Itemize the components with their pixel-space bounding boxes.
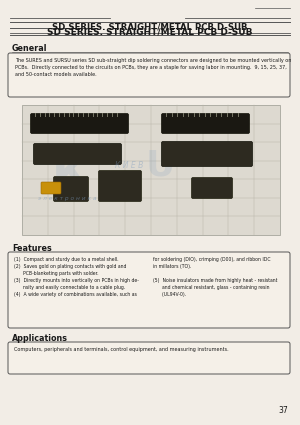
- Text: 37: 37: [278, 406, 288, 415]
- FancyBboxPatch shape: [191, 178, 232, 198]
- Text: (5)  Noise insulators made from highly heat - resistant
      and chemical resis: (5) Noise insulators made from highly he…: [153, 278, 278, 297]
- Text: э л е к т р о н и к а: э л е к т р о н и к а: [38, 196, 97, 201]
- Text: for soldering (DIO), crimping (D00), and ribbon IDC
in millators (TO).: for soldering (DIO), crimping (D00), and…: [153, 257, 271, 269]
- Text: General: General: [12, 44, 47, 53]
- Text: Applications: Applications: [12, 334, 68, 343]
- FancyBboxPatch shape: [34, 144, 122, 164]
- FancyBboxPatch shape: [8, 53, 290, 97]
- Text: SD SERIES. STRAIGHT/METAL PCB D-SUB: SD SERIES. STRAIGHT/METAL PCB D-SUB: [52, 23, 248, 31]
- Text: (1)  Compact and sturdy due to a metal shell.
(2)  Saves gold on plating contact: (1) Compact and sturdy due to a metal sh…: [14, 257, 139, 297]
- Text: Features: Features: [12, 244, 52, 253]
- FancyBboxPatch shape: [53, 176, 88, 201]
- FancyBboxPatch shape: [8, 252, 290, 328]
- Text: The SURES and SURSU series SD sub-straight dip soldering connectors are designed: The SURES and SURSU series SD sub-straig…: [15, 58, 291, 76]
- Text: SD SERIES. STRAIGHT/METAL PCB D-SUB: SD SERIES. STRAIGHT/METAL PCB D-SUB: [47, 28, 253, 37]
- FancyBboxPatch shape: [161, 142, 253, 167]
- FancyBboxPatch shape: [161, 113, 250, 133]
- FancyBboxPatch shape: [98, 170, 142, 201]
- FancyBboxPatch shape: [41, 182, 61, 194]
- Text: Computers, peripherals and terminals, control equipment, and measuring instrumen: Computers, peripherals and terminals, co…: [14, 347, 229, 352]
- Text: К И Е В: К И Е В: [115, 161, 143, 170]
- FancyBboxPatch shape: [31, 113, 128, 133]
- Text: К: К: [52, 153, 88, 196]
- Text: U: U: [145, 148, 175, 182]
- FancyBboxPatch shape: [8, 342, 290, 374]
- Bar: [22, 105, 280, 235]
